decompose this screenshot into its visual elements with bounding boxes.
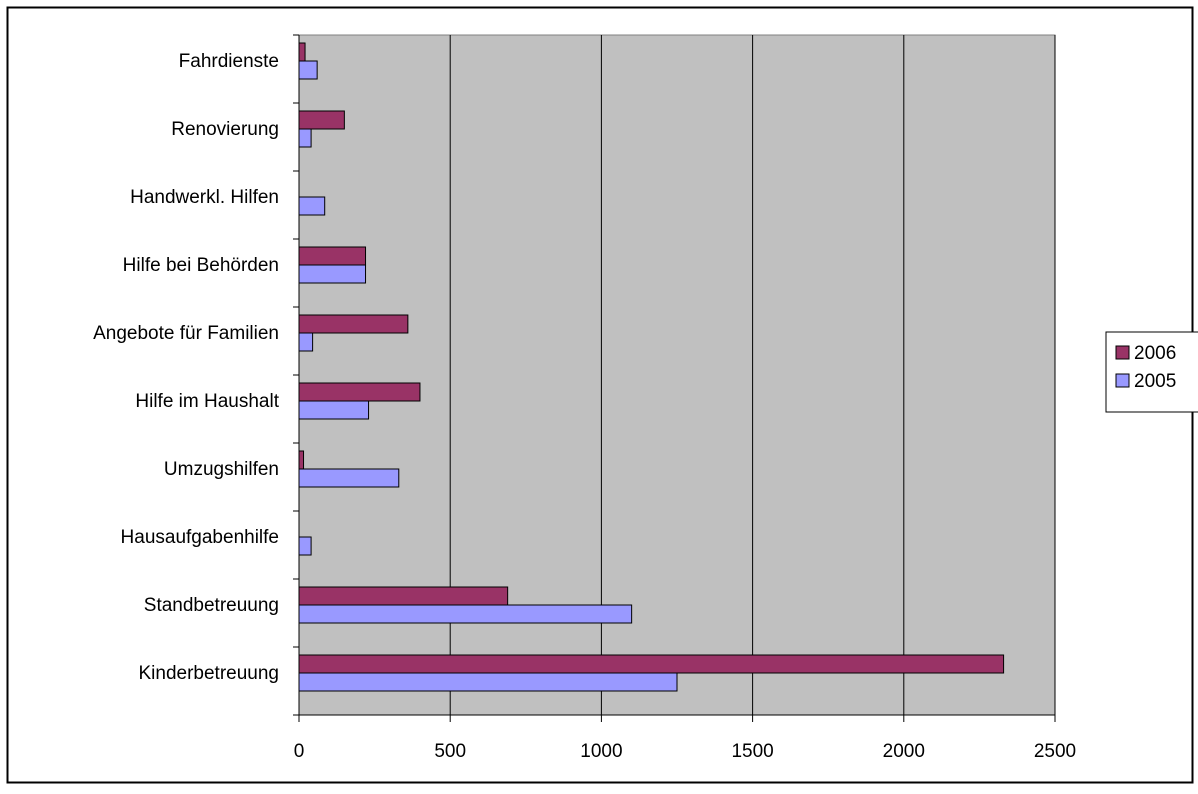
legend-label-2006: 2006: [1134, 343, 1176, 364]
x-tick-label: 1000: [580, 741, 622, 762]
bars: [298, 42, 1005, 692]
legend-box: [1105, 331, 1198, 413]
legend-swatch-2006: [1115, 345, 1130, 360]
bar-2005-9: [298, 672, 678, 692]
bar-2006-5: [298, 382, 421, 402]
bar-2005-0: [298, 60, 318, 80]
bar-2006-4: [298, 314, 409, 334]
x-tick-label: 2500: [1034, 741, 1076, 762]
bar-2005-2: [298, 196, 326, 216]
legend: 2006 2005: [1105, 331, 1198, 413]
bar-2005-5: [298, 400, 370, 420]
category-label: Handwerkl. Hilfen: [130, 187, 279, 208]
bar-2006-9: [298, 654, 1005, 674]
category-label: Kinderbetreuung: [139, 663, 280, 684]
bar-2005-6: [298, 468, 400, 488]
category-label: Hausaufgabenhilfe: [121, 527, 279, 548]
category-label: Umzugshilfen: [164, 459, 279, 480]
bar-2005-4: [298, 332, 314, 352]
bar-2005-1: [298, 128, 312, 148]
bar-2006-6: [298, 450, 305, 470]
category-label: Hilfe bei Behörden: [123, 255, 279, 276]
x-tick-label: 2000: [883, 741, 925, 762]
bar-2005-8: [298, 604, 633, 624]
x-tick-label: 500: [434, 741, 466, 762]
legend-label-2005: 2005: [1134, 371, 1176, 392]
bar-2006-0: [298, 42, 306, 62]
x-tick-label: 1500: [731, 741, 773, 762]
axes: Fahrdienste Renovierung Handwerkl. Hilfen H…: [93, 34, 1076, 762]
category-label: Fahrdienste: [179, 51, 279, 72]
category-label: Standbetreuung: [144, 595, 279, 616]
legend-swatch-2005: [1115, 373, 1130, 388]
bar-2006-8: [298, 586, 509, 606]
bar-2006-1: [298, 110, 345, 130]
bar-2006-3: [298, 246, 367, 266]
x-tick-label: 0: [294, 741, 305, 762]
bar-2005-7: [298, 536, 312, 556]
gridlines: [449, 35, 1056, 715]
bar-2005-3: [298, 264, 367, 284]
category-label: Hilfe im Haushalt: [135, 391, 279, 412]
category-label: Renovierung: [171, 119, 279, 140]
category-label: Angebote für Familien: [93, 323, 279, 344]
